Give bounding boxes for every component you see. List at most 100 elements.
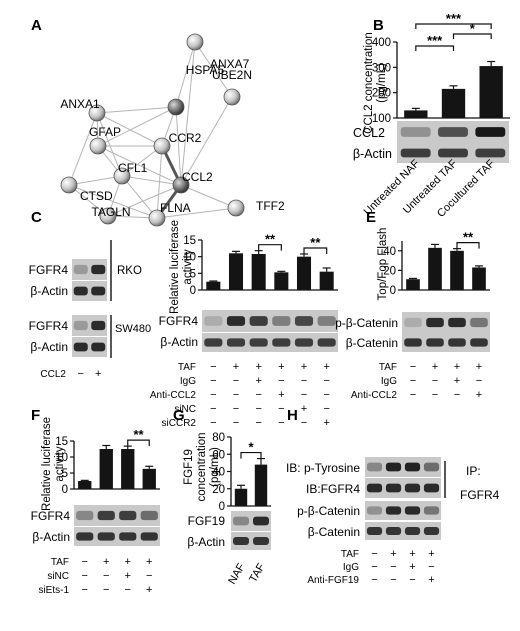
panel-g-bar-chart: 0 20 40 60 80 * [212, 432, 271, 513]
panel-e-ylabel: Top/Fop Flash [377, 228, 389, 301]
significance-bracket [452, 33, 492, 39]
significance-label: * [248, 440, 254, 455]
blot-band [272, 338, 291, 347]
blot-background [365, 478, 441, 498]
condition-sign: − [210, 389, 216, 401]
x-tick-label: NAF [226, 561, 248, 586]
blot-band [404, 317, 422, 328]
condition-sign: + [278, 361, 284, 373]
bar [78, 481, 92, 489]
condition-sign: − [301, 375, 307, 387]
blot-band [400, 148, 431, 158]
panel-c-blot-fgfr4-sw [72, 315, 107, 336]
y-tick-label: 80 [212, 432, 225, 444]
condition-sign: + [255, 375, 261, 387]
blot-background [402, 333, 490, 352]
condition-sign: − [210, 375, 216, 387]
blot-band [438, 148, 468, 158]
blot-band [404, 506, 421, 515]
condition-sign: − [410, 361, 416, 373]
panel-h-conditions: TAF − + + +IgG − − + −Anti-FGF19− − − + [307, 548, 434, 586]
blot-band [404, 483, 421, 493]
significance-bracket [127, 439, 150, 447]
network-node-label: ANXA7 [210, 57, 250, 71]
blot-band [366, 506, 383, 515]
blot-band [73, 286, 88, 296]
condition-label: TAF [51, 557, 69, 568]
blot-band [423, 527, 440, 535]
blot-band [426, 338, 444, 347]
network-node-label: CTSD [80, 189, 113, 203]
blot-band [294, 316, 314, 326]
blot-band [91, 342, 106, 352]
bar [142, 468, 156, 489]
network-node-label: TFF2 [256, 199, 285, 213]
y-tick-label: 5 [190, 268, 196, 280]
condition-label: siCCR2 [162, 418, 197, 429]
panel-h-blot-fgfr4 [365, 478, 441, 498]
condition-sign: + [323, 361, 329, 373]
y-tick-label: 0 [219, 501, 225, 513]
condition-sign: − [210, 417, 216, 429]
condition-sign: − [323, 375, 329, 387]
condition-sign: − [255, 389, 261, 401]
bar [450, 250, 464, 290]
condition-sign: − [233, 417, 239, 429]
blot-band [91, 320, 106, 331]
condition-sign: − [476, 375, 482, 387]
y-tick-label: 100 [372, 113, 391, 125]
blot-row-label: FGFR4 [31, 509, 71, 523]
y-tick-label: 400 [372, 37, 391, 49]
condition-sign: − [390, 561, 396, 573]
network-node-label: FLNA [160, 201, 191, 215]
y-tick-label: 200 [372, 88, 391, 100]
network-edge [175, 106, 182, 186]
blot-row-label: CCL2 [353, 126, 385, 140]
blot-band [76, 532, 94, 541]
blot-band [97, 510, 115, 521]
blot-band [233, 516, 249, 526]
condition-sign: + [233, 361, 239, 373]
blot-background [231, 511, 271, 531]
ip-label: IP: [466, 464, 481, 478]
x-tick-label: TAF [247, 561, 268, 585]
significance-label: *** [446, 11, 462, 26]
blot-row-label: FGFR4 [29, 319, 69, 333]
blot-band [423, 506, 440, 515]
blot-band [426, 317, 444, 328]
network-edge [180, 96, 233, 186]
blot-band [366, 527, 383, 535]
blot-row-label: FGF19 [188, 514, 226, 528]
y-tick-label: 0 [390, 285, 396, 297]
bar [206, 281, 221, 290]
blot-band [73, 320, 88, 331]
blot-band [448, 338, 466, 347]
blot-band [294, 338, 314, 347]
condition-sign: − [103, 570, 109, 582]
blot-background [72, 315, 107, 336]
y-tick-label: 300 [372, 62, 391, 74]
panel-h-blot-ptyr [365, 457, 441, 477]
blot-band [140, 510, 158, 521]
bar [296, 256, 312, 290]
blot-band [317, 338, 336, 347]
panel-g-blot-fgf19 [231, 511, 271, 531]
condition-sign: + [125, 570, 131, 582]
condition-sign: + [301, 361, 307, 373]
y-tick-label: 5 [62, 468, 68, 480]
panel-f-ylabel: Relative luciferaseactivity [41, 417, 66, 511]
blot-band [317, 316, 336, 326]
blot-band [404, 338, 422, 347]
network-node-label: HSPA5 [186, 63, 225, 77]
significance-bracket [240, 451, 262, 459]
network-node [88, 104, 106, 122]
panel-label-h: H [287, 407, 298, 424]
condition-sign: − [82, 556, 88, 568]
blot-row-label: β-Actin [32, 530, 70, 544]
condition-label: siNC [47, 571, 69, 582]
bar [428, 247, 442, 290]
blot-band [448, 317, 466, 328]
